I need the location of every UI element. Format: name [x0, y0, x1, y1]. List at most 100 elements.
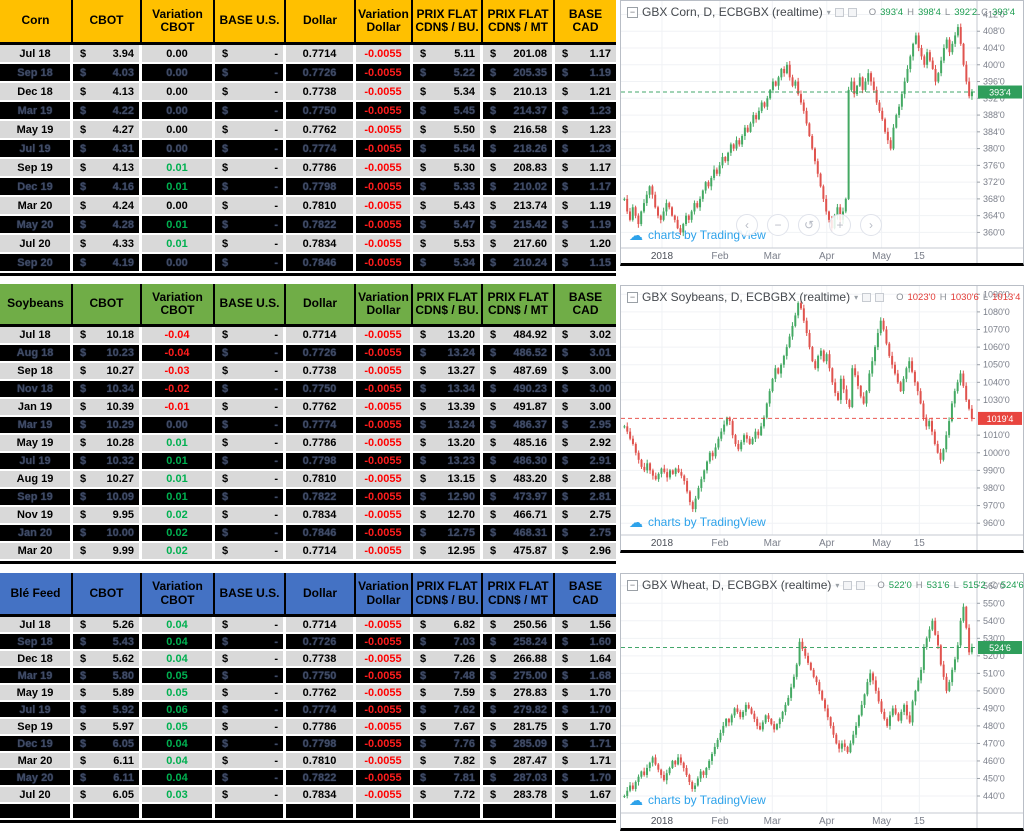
cell-dollar [286, 804, 356, 818]
table-row: Jul 19 $4.31 0.00 $ -0.7774 -0.0055 $5.54 $218.… [0, 140, 616, 159]
column-header: CBOT [73, 0, 142, 42]
chart-toolbar-icon[interactable] [862, 292, 872, 302]
cell-cbot-value: 4.33 [112, 237, 134, 250]
y-axis-tick-label: 960'0 [983, 518, 1005, 528]
cell-dollar: 0.7714 [286, 543, 356, 559]
cell-variation-dollar: -0.0055 [356, 668, 413, 683]
table-row [0, 804, 616, 820]
tradingview-attribution[interactable]: ☁ charts by TradingView [629, 793, 766, 807]
chart-toolbar-icon[interactable] [847, 7, 857, 17]
cell-dollar: 0.7822 [286, 216, 356, 233]
cell-cbot: $9.99 [73, 543, 142, 559]
collapse-icon[interactable]: − [627, 6, 638, 18]
cell-cbot: $4.27 [73, 121, 142, 138]
currency-symbol: $ [222, 237, 229, 250]
zoom-in-button[interactable]: + [829, 214, 851, 236]
zoom-out-button[interactable]: − [767, 214, 789, 236]
currency-symbol: $ [490, 527, 497, 539]
tradingview-logo-icon: ☁ [629, 227, 643, 243]
currency-symbol: $ [420, 237, 427, 250]
cell-variation-cbot: 0.02 [142, 507, 215, 523]
chevron-down-icon[interactable]: ▾ [826, 7, 831, 17]
cell-dollar: 0.7714 [286, 327, 356, 343]
cell-cbot: $6.05 [73, 736, 142, 751]
cell-cbot-value: 9.99 [112, 545, 134, 557]
cell-variation-dollar: -0.0055 [356, 719, 413, 734]
cell-cbot-value: 5.26 [112, 618, 134, 631]
collapse-icon[interactable]: − [627, 579, 638, 591]
attribution-label[interactable]: charts by TradingView [648, 793, 766, 807]
chart-toolbar-icon[interactable] [834, 7, 844, 17]
cell-base-cad: $2.96 [555, 543, 616, 559]
cell-base-cad-value: 3.02 [589, 329, 611, 341]
cell-prix-flat-bu-value: 13.23 [447, 455, 475, 467]
currency-symbol: $ [562, 66, 569, 79]
cell-variation-cbot: -0.01 [142, 399, 215, 415]
cell-prix-flat-mt: $258.24 [483, 634, 555, 649]
cell-dollar: 0.7738 [286, 363, 356, 379]
cell-prix-flat-bu-value: 13.27 [447, 365, 475, 377]
cell-prix-flat-mt-value: 475.87 [513, 545, 547, 557]
column-header: PRIX FLAT CDN$ / BU. [413, 0, 483, 42]
cell-cbot: $4.16 [73, 178, 142, 195]
currency-symbol: $ [80, 771, 87, 784]
ble-feed-table-title: Blé Feed [0, 573, 73, 614]
table-row: Dec 19 $6.05 0.04 $ -0.7798 -0.0055 $7.76 $285.… [0, 736, 616, 753]
cell-variation-cbot: 0.00 [142, 83, 215, 100]
cell-prix-flat-mt-value: 486.37 [513, 419, 547, 431]
cell-base-cad: $1.19 [555, 197, 616, 214]
chart-toolbar-icon[interactable] [856, 580, 866, 590]
tradingview-attribution[interactable]: ☁ charts by TradingView [629, 515, 766, 529]
attribution-label[interactable]: charts by TradingView [648, 228, 766, 242]
tradingview-attribution[interactable]: ☁ charts by TradingView [629, 228, 766, 242]
chevron-down-icon[interactable]: ▾ [854, 292, 859, 302]
cell-base-us-value: - [274, 437, 278, 449]
cell-base-cad: $1.23 [555, 102, 616, 119]
cell-cbot-value: 4.31 [112, 142, 134, 155]
cell-variation-dollar: -0.0055 [356, 651, 413, 666]
cell-month: May 19 [0, 685, 73, 700]
y-axis-tick-label: 1040'0 [983, 377, 1010, 387]
cell-month: Jul 20 [0, 787, 73, 802]
chart-toolbar-icon[interactable] [843, 580, 853, 590]
attribution-label[interactable]: charts by TradingView [648, 515, 766, 529]
currency-symbol: $ [562, 754, 569, 767]
currency-symbol: $ [562, 491, 569, 503]
currency-symbol: $ [490, 669, 497, 682]
cell-base-us: $ - [215, 471, 286, 487]
cell-cbot: $9.95 [73, 507, 142, 523]
cell-prix-flat-mt-value: 250.56 [513, 618, 547, 631]
cell-prix-flat-mt-value: 217.60 [513, 237, 547, 250]
currency-symbol: $ [562, 437, 569, 449]
cell-base-us-value: - [274, 199, 278, 212]
cell-base-us: $ - [215, 64, 286, 81]
currency-symbol: $ [80, 545, 87, 557]
cell-cbot: $4.33 [73, 235, 142, 252]
cell-base-cad: $2.95 [555, 417, 616, 433]
cell-prix-flat-bu-value: 13.20 [447, 329, 475, 341]
cell-cbot: $6.11 [73, 770, 142, 785]
cell-month: Mar 20 [0, 197, 73, 214]
cell-base-cad-value: 1.68 [589, 669, 611, 682]
cell-variation-cbot: 0.00 [142, 64, 215, 81]
collapse-icon[interactable]: − [627, 291, 638, 303]
nav-next-button[interactable]: › [860, 214, 882, 236]
nav-prev-button[interactable]: ‹ [736, 214, 758, 236]
chevron-down-icon[interactable]: ▾ [835, 580, 840, 590]
cell-base-us: $ - [215, 489, 286, 505]
currency-symbol: $ [222, 788, 229, 801]
chart-toolbar-icon[interactable] [875, 292, 885, 302]
cell-month: Dec 19 [0, 736, 73, 751]
currency-symbol: $ [222, 473, 229, 485]
cell-prix-flat-mt-value: 487.69 [513, 365, 547, 377]
cell-prix-flat-mt: $486.30 [483, 453, 555, 469]
table-row: Dec 18 $5.62 0.04 $ -0.7738 -0.0055 $7.26 $266.… [0, 651, 616, 668]
reset-view-button[interactable]: ↺ [798, 214, 820, 236]
cell-prix-flat-mt: $491.87 [483, 399, 555, 415]
cell-cbot-value: 10.23 [106, 347, 134, 359]
cell-cbot: $10.00 [73, 525, 142, 541]
cell-prix-flat-bu: $12.90 [413, 489, 483, 505]
currency-symbol: $ [420, 383, 427, 395]
cell-cbot: $4.31 [73, 140, 142, 157]
ohlc-key: C [989, 579, 997, 591]
